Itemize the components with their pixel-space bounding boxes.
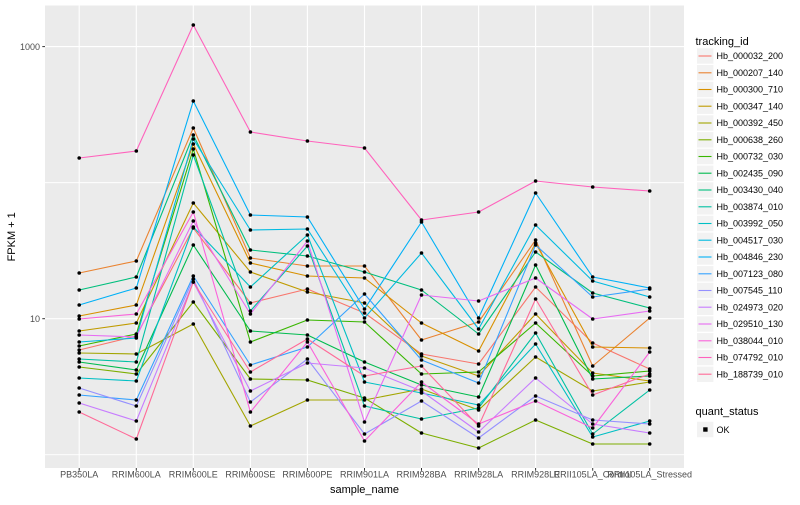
svg-text:Hb_003430_040: Hb_003430_040: [717, 185, 784, 195]
svg-text:Hb_000207_140: Hb_000207_140: [717, 68, 784, 78]
svg-text:10: 10: [30, 314, 40, 324]
svg-text:RRIM600PE: RRIM600PE: [282, 470, 332, 480]
svg-text:Hb_038044_010: Hb_038044_010: [717, 336, 784, 346]
svg-text:Hb_003874_010: Hb_003874_010: [717, 202, 784, 212]
svg-text:RRIM600LA: RRIM600LA: [112, 470, 161, 480]
svg-text:Hb_004517_030: Hb_004517_030: [717, 235, 784, 245]
svg-text:RRII105LA_Control: RRII105LA_Control: [554, 470, 632, 480]
svg-text:Hb_002435_090: Hb_002435_090: [717, 168, 784, 178]
svg-text:Hb_000392_450: Hb_000392_450: [717, 118, 784, 128]
svg-text:Hb_024973_020: Hb_024973_020: [717, 302, 784, 312]
svg-text:quant_status: quant_status: [696, 406, 759, 418]
svg-text:Hb_074792_010: Hb_074792_010: [717, 353, 784, 363]
svg-text:tracking_id: tracking_id: [696, 36, 749, 48]
svg-text:RRIM928LE: RRIM928LE: [511, 470, 560, 480]
svg-text:Hb_000638_260: Hb_000638_260: [717, 135, 784, 145]
svg-text:FPKM + 1: FPKM + 1: [6, 212, 18, 261]
svg-text:sample_name: sample_name: [330, 484, 399, 496]
svg-text:RRIM928LA: RRIM928LA: [454, 470, 503, 480]
svg-text:RRIM901LA: RRIM901LA: [340, 470, 389, 480]
svg-text:Hb_000300_710: Hb_000300_710: [717, 85, 784, 95]
svg-text:Hb_003992_050: Hb_003992_050: [717, 219, 784, 229]
svg-text:RRIM600SE: RRIM600SE: [225, 470, 275, 480]
svg-text:1000: 1000: [20, 42, 40, 52]
svg-text:Hb_007545_110: Hb_007545_110: [717, 286, 783, 296]
svg-text:Hb_007123_080: Hb_007123_080: [717, 269, 784, 279]
svg-text:Hb_188739_010: Hb_188739_010: [717, 369, 784, 379]
svg-text:PB350LA: PB350LA: [60, 470, 98, 480]
svg-text:OK: OK: [717, 425, 730, 435]
svg-text:Hb_029510_130: Hb_029510_130: [717, 319, 784, 329]
svg-text:Hb_000732_030: Hb_000732_030: [717, 152, 784, 162]
svg-text:RRII105LA_Stressed: RRII105LA_Stressed: [607, 470, 692, 480]
svg-text:RRIM928BA: RRIM928BA: [396, 470, 446, 480]
svg-text:Hb_004846_230: Hb_004846_230: [717, 252, 784, 262]
svg-text:RRIM600LE: RRIM600LE: [169, 470, 218, 480]
svg-text:Hb_000347_140: Hb_000347_140: [717, 102, 784, 112]
svg-text:Hb_000032_200: Hb_000032_200: [717, 51, 784, 61]
